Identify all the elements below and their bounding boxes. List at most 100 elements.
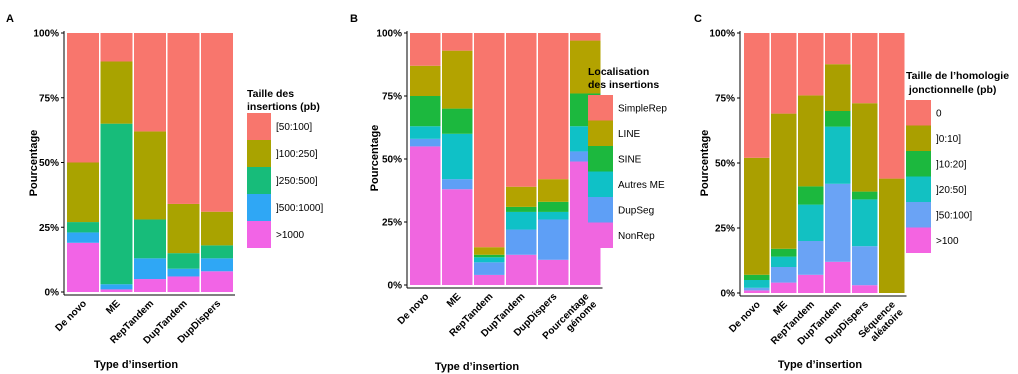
bar-segment [744,290,770,293]
bar-segment [506,206,537,212]
bar-segment [771,248,797,257]
legend-label: LINE [618,129,641,140]
bar-segment [825,33,851,65]
panel-a: A0%25%50%75%100%De novo MERepTandemDupTan… [6,13,323,371]
bar-segment [474,274,505,285]
legend: Taille de l’homologie jonctionnelle (pb)… [906,70,1009,253]
bar-segment [67,162,99,223]
bar-segment [134,258,166,280]
legend-swatch [906,176,931,202]
legend-label: ]50:100] [936,210,972,221]
legend-swatch [588,120,613,146]
y-tick-label: 100% [33,29,59,40]
bar-segment [410,138,441,147]
y-axis-title: Pourcentage [369,125,381,192]
legend-label: ]500:1000] [276,203,323,214]
bar-segment [538,219,569,260]
bar-segment [201,271,233,292]
bar-segment [442,33,473,51]
legend-swatch [906,100,931,126]
bar-segment [100,123,133,285]
bar-segment [506,211,537,230]
bar-segment [771,113,797,249]
bar-segment [410,126,441,139]
bar-segment [410,65,441,96]
bar-segment [852,285,878,293]
bar-segment [879,178,905,293]
bar-segment [474,257,505,263]
bar-segment [798,274,824,293]
legend-label: Autres ME [618,180,665,191]
bar-segment [201,33,233,212]
legend-swatch [906,227,931,253]
panel-c: C0%25%50%75%100%De novo MERepTandemDupTan… [694,13,1009,371]
legend-label: SINE [618,154,642,165]
legend-swatch [247,194,271,221]
x-tick-label: De novo [396,291,432,327]
bar-segment [67,33,99,163]
bar-segment [771,256,797,267]
legend-label: 0 [936,108,942,119]
panel-b: B0%25%50%75%100%De novo MERepTandemDupTan… [350,13,667,373]
bar-segment [771,282,797,293]
legend-swatch [906,125,931,151]
panel-letter: A [6,13,14,25]
bar-segment [201,245,233,259]
bar-segment [100,33,133,62]
legend-label: ]250:500] [276,176,318,187]
legend-label: DupSeg [618,205,654,216]
legend-label: [50:100] [276,122,312,133]
x-tick-label: De novo [727,299,763,335]
bar-segment [410,96,441,127]
bar-segment [100,61,133,124]
bar-segment [825,64,851,111]
bar-segment [410,146,441,285]
bar-segment [506,186,537,207]
bar-segment [538,179,569,202]
bar-segment [852,246,878,286]
bar-segment [538,259,569,285]
legend-label: ]0:10] [936,134,961,145]
y-axis-title: Pourcentage [28,130,40,197]
bar-segment [852,191,878,200]
bar-segment [167,203,200,254]
y-tick-label: 50% [715,159,735,170]
x-axis-title: Type d’insertion [435,361,519,373]
legend-swatch [588,197,613,223]
bar-segment [474,254,505,258]
bar-segment [410,33,441,66]
legend-swatch [906,151,931,177]
bar-segment [442,133,473,180]
legend-swatch [247,221,271,248]
bar-segment [879,33,905,179]
bar-segment [506,254,537,285]
x-tick-label: ME [445,291,464,310]
bar-segment [167,276,200,292]
bar-segment [474,247,505,255]
legend-swatch [588,146,613,172]
bar-segment [442,50,473,109]
bar-segment [100,289,133,292]
y-tick-label: 25% [39,223,59,234]
y-tick-label: 75% [39,93,59,104]
bar-segment [570,40,601,94]
bar-segment [798,186,824,205]
legend-swatch [247,167,271,194]
bar-segment [538,211,569,220]
bar-segment [442,108,473,134]
bars [744,33,905,293]
bar-segment [825,261,851,293]
legend-swatch [588,222,613,248]
bar-segment [798,204,824,241]
bars [67,33,233,292]
legend-label: SimpleRep [618,103,667,114]
legend-title: Taille de l’homologie jonctionnelle (pb) [906,70,1009,96]
bar-segment [744,33,770,158]
x-tick-label: De novo [53,298,89,334]
legend-swatch [247,140,271,167]
y-tick-label: 50% [39,158,59,169]
bar-segment [825,126,851,184]
y-tick-label: 100% [709,29,735,40]
x-axis-title: Type d’insertion [94,359,178,371]
bar-segment [67,232,99,243]
